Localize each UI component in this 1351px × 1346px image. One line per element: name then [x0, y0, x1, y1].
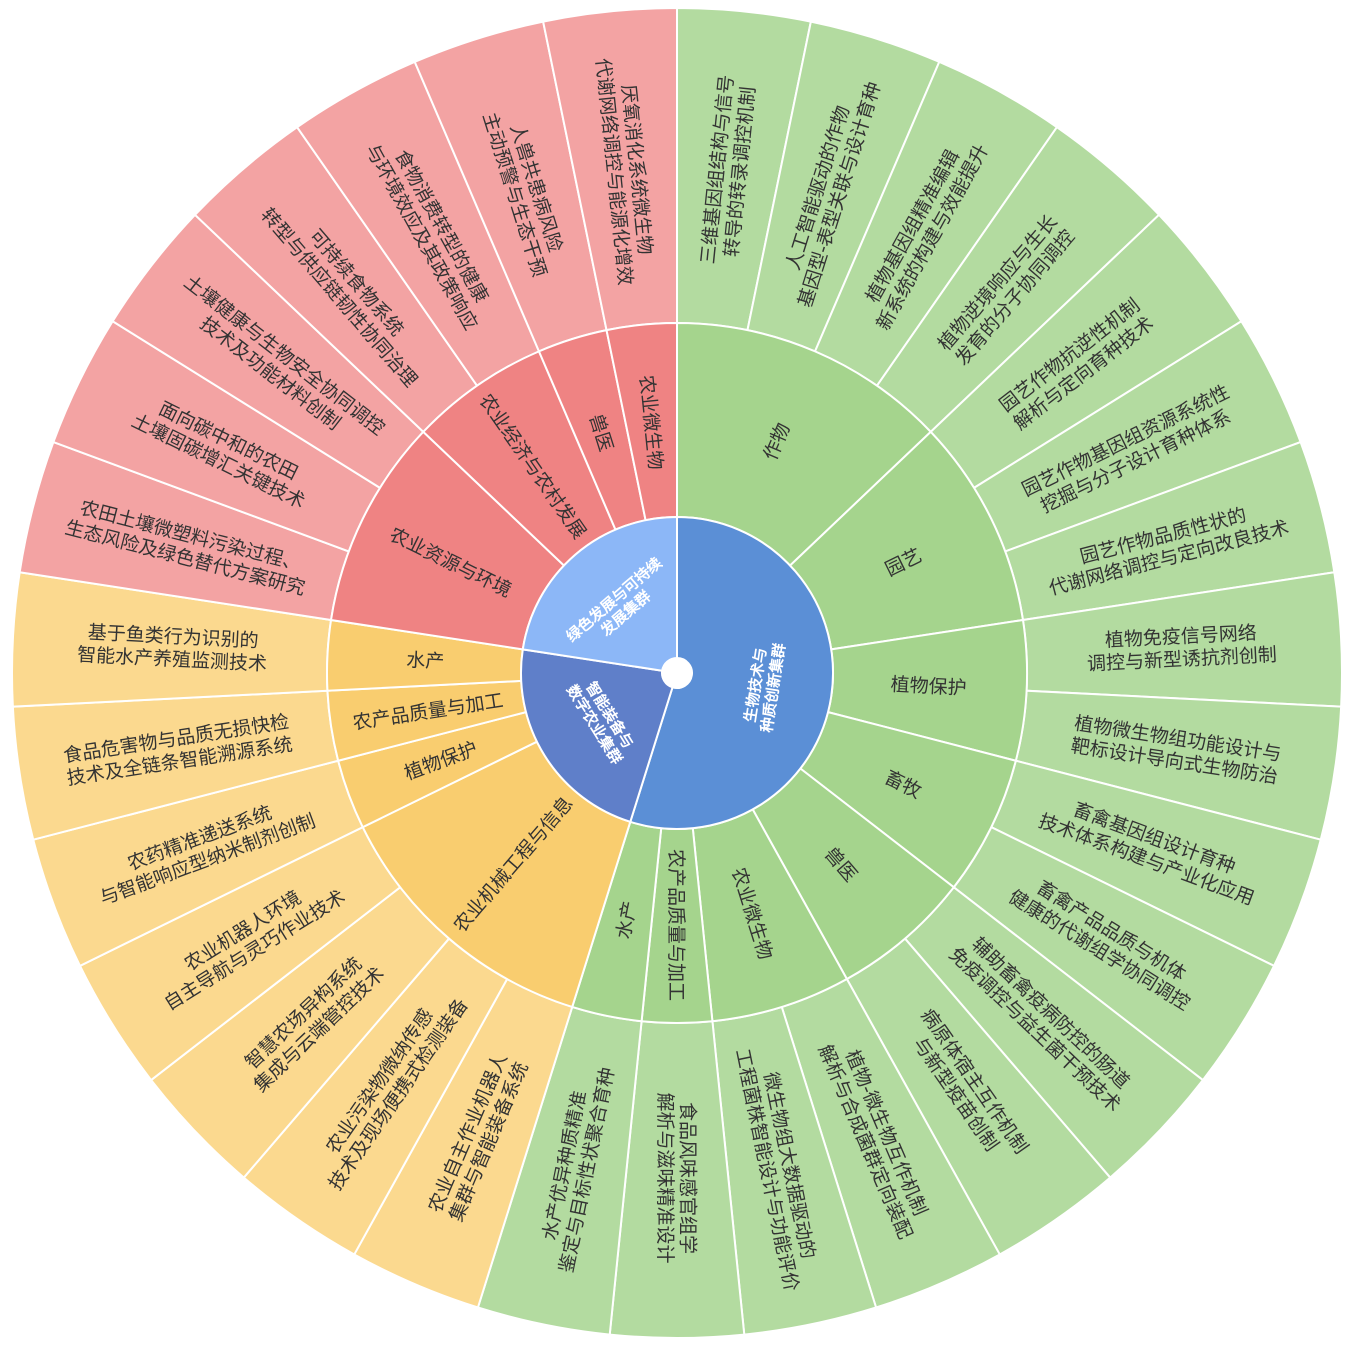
label-line: 农产品质量与加工	[665, 849, 687, 1001]
center-hole	[662, 658, 692, 688]
middle-ring: 作物园艺植物保护畜牧兽医农业微生物农产品质量与加工水产农业机械工程与信息植物保护…	[326, 321, 1028, 1024]
discipline-label: 农产品质量与加工	[665, 849, 687, 1001]
outer-ring: 三维基因组结构与信号转导的转录调控机制 人工智能驱动的作物基因型-表型关联与设计育…	[11, 6, 1343, 1339]
label-line: 解析与滋味精准设计	[654, 1092, 676, 1263]
label-line: 食品风味感官组学	[677, 1102, 699, 1254]
label-line: 植物保护	[890, 674, 967, 700]
topic-label: 食品风味感官组学解析与滋味精准设计	[654, 1092, 699, 1263]
discipline-label: 植物保护	[890, 674, 967, 700]
label-line: 水产	[406, 649, 445, 673]
discipline-label: 水产	[406, 649, 445, 673]
